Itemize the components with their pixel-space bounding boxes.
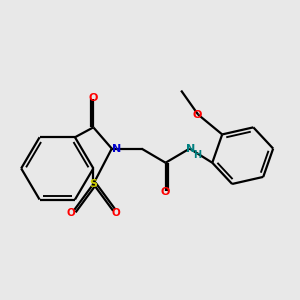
Text: O: O	[112, 208, 120, 218]
Text: N: N	[186, 144, 196, 154]
Text: N: N	[112, 144, 122, 154]
Text: O: O	[66, 208, 75, 218]
Text: O: O	[89, 93, 98, 103]
Text: O: O	[192, 110, 201, 120]
Text: S: S	[89, 179, 98, 189]
Text: O: O	[161, 188, 170, 197]
Text: H: H	[194, 150, 202, 160]
